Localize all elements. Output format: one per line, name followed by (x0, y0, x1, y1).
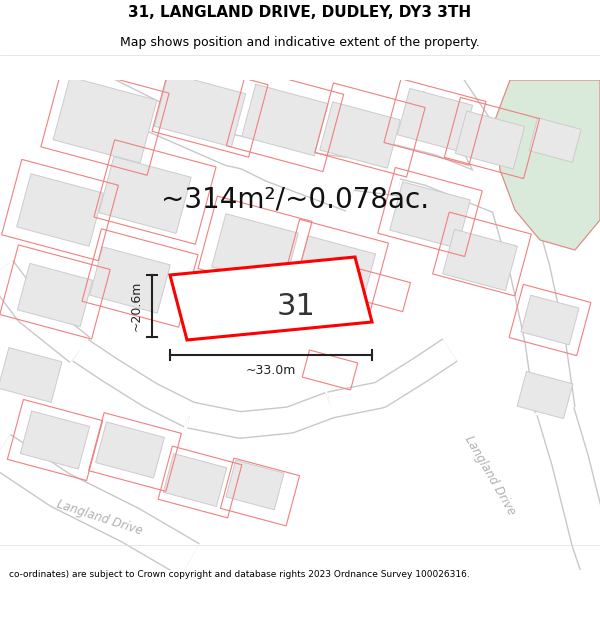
Polygon shape (455, 111, 524, 169)
Text: ~314m²/~0.078ac.: ~314m²/~0.078ac. (161, 186, 429, 214)
Polygon shape (495, 80, 600, 250)
Polygon shape (95, 422, 164, 478)
Polygon shape (242, 84, 328, 156)
Polygon shape (295, 236, 376, 304)
Polygon shape (529, 118, 581, 162)
Polygon shape (390, 182, 470, 248)
Text: 31: 31 (277, 292, 316, 321)
Polygon shape (17, 263, 92, 327)
Polygon shape (443, 229, 517, 291)
Text: Langland Drive: Langland Drive (55, 498, 145, 538)
Polygon shape (517, 371, 573, 419)
Text: Langland Drive: Langland Drive (462, 433, 518, 517)
Polygon shape (212, 214, 298, 286)
Text: 31, LANGLAND DRIVE, DUDLEY, DY3 3TH: 31, LANGLAND DRIVE, DUDLEY, DY3 3TH (128, 4, 472, 19)
Polygon shape (154, 73, 246, 147)
Polygon shape (397, 88, 473, 152)
Polygon shape (17, 174, 103, 246)
Polygon shape (170, 257, 372, 340)
Polygon shape (20, 411, 89, 469)
Text: Contains OS data © Crown copyright and database right 2021. This information is : Contains OS data © Crown copyright and d… (9, 549, 599, 579)
Text: ~33.0m: ~33.0m (246, 364, 296, 378)
Text: ~20.6m: ~20.6m (130, 281, 143, 331)
Polygon shape (90, 247, 170, 313)
Polygon shape (163, 454, 227, 506)
Text: Map shows position and indicative extent of the property.: Map shows position and indicative extent… (120, 36, 480, 49)
Polygon shape (99, 157, 191, 233)
Polygon shape (521, 295, 579, 345)
Polygon shape (320, 102, 400, 168)
Polygon shape (0, 348, 62, 403)
Polygon shape (53, 77, 157, 163)
Polygon shape (226, 460, 284, 510)
